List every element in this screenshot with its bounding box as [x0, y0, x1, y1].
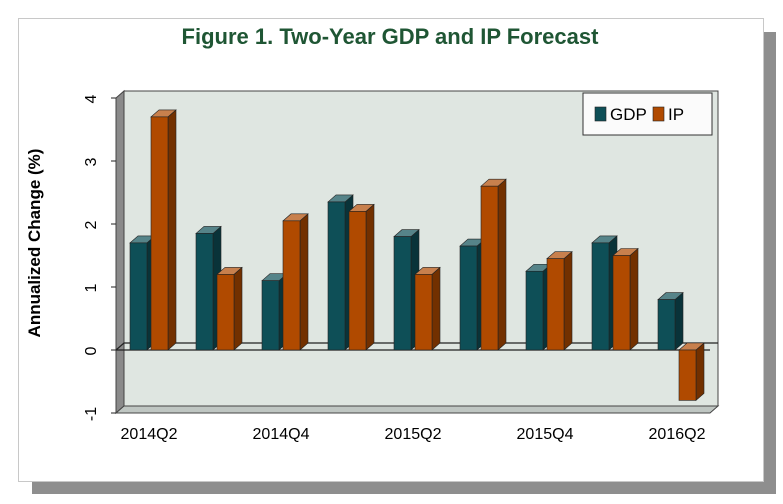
y-tick-label: 4: [83, 94, 100, 103]
bar-front: [150, 116, 169, 351]
bar-ip: [414, 266, 441, 351]
bar-side: [674, 291, 684, 351]
legend-swatch-ip: [652, 106, 665, 122]
legend: GDP IP: [582, 92, 713, 136]
y-tick-label: 0: [83, 346, 100, 355]
bar-front: [282, 220, 301, 351]
bar-ip: [282, 213, 309, 351]
x-tick-label: 2015Q2: [385, 426, 442, 443]
bar-front: [195, 233, 214, 351]
bar-gdp: [657, 291, 684, 351]
bar-side: [563, 250, 573, 351]
bar-front: [216, 274, 235, 351]
bar-ip: [546, 250, 573, 351]
bar-side: [365, 203, 375, 351]
y-axis-ticks: -1 0 1 2 3 4: [83, 94, 116, 421]
bar-front: [459, 245, 478, 351]
y-tick-label: 3: [83, 157, 100, 166]
chart-title: Figure 1. Two-Year GDP and IP Forecast: [181, 24, 599, 49]
bar-side: [431, 266, 441, 351]
bar-front: [678, 349, 697, 401]
bar-front: [591, 242, 610, 351]
plot-area: [114, 89, 720, 415]
bar-front: [546, 258, 565, 351]
y-tick-label: 1: [83, 283, 100, 292]
bar-side: [695, 342, 705, 402]
plot-side-wall: [115, 89, 125, 415]
plot-floor: [114, 405, 720, 414]
x-tick-label: 2014Q4: [253, 426, 310, 443]
zero-line: [115, 342, 718, 351]
bar-ip: [480, 178, 507, 351]
bar-ip: [348, 203, 375, 351]
x-tick-label: 2014Q2: [121, 426, 178, 443]
y-tick-label: 2: [83, 220, 100, 229]
bar-front: [657, 299, 676, 351]
y-tick-label: -1: [83, 407, 100, 421]
bar-ip: [612, 247, 639, 351]
bar-front: [414, 274, 433, 351]
legend-label-ip: IP: [668, 105, 684, 124]
bar-ip: [150, 109, 177, 351]
bars: [129, 109, 705, 402]
plot-back-wall: [123, 90, 719, 407]
legend-swatch-gdp: [594, 106, 607, 122]
bar-ip: [678, 342, 705, 402]
bar-front: [327, 201, 346, 351]
bar-side: [167, 109, 177, 351]
bar-front: [525, 270, 544, 351]
legend-label-gdp: GDP: [610, 105, 647, 124]
bar-side: [629, 247, 639, 351]
x-axis-ticks: 2014Q2 2014Q4 2015Q2 2015Q4 2016Q2: [121, 426, 706, 443]
x-tick-label: 2015Q4: [517, 426, 574, 443]
bar-side: [233, 266, 243, 351]
bar-front: [480, 185, 499, 351]
bar-front: [129, 242, 148, 351]
bar-front: [261, 280, 280, 351]
bar-side: [497, 178, 507, 351]
bar-front: [612, 255, 631, 351]
y-axis-label: Annualized Change (%): [25, 149, 44, 338]
x-tick-label: 2016Q2: [649, 426, 706, 443]
bar-front: [348, 211, 367, 351]
bar-front: [393, 236, 412, 351]
bar-ip: [216, 266, 243, 351]
bar-side: [299, 213, 309, 351]
legend-box: [582, 92, 713, 136]
